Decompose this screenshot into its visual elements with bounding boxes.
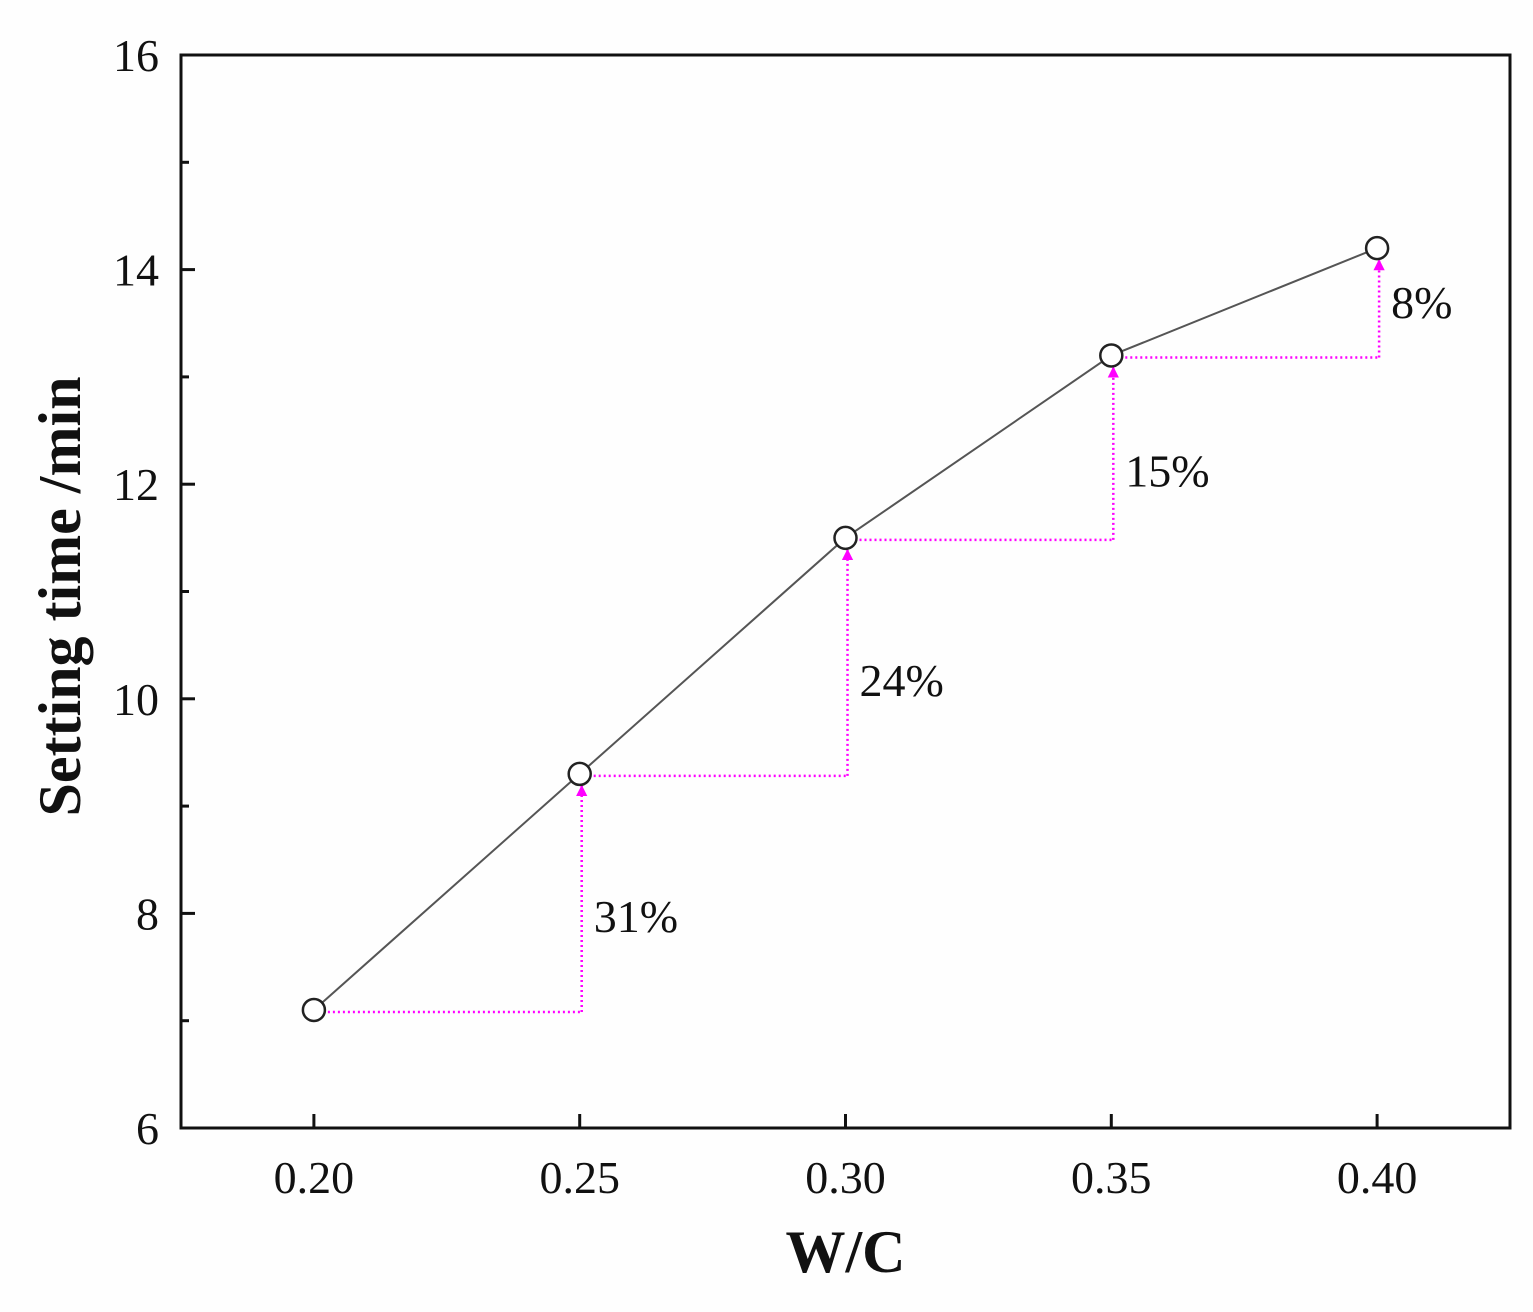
percent-label: 31% [594, 891, 678, 942]
x-axis-title: W/C [786, 1219, 906, 1285]
y-tick-label: 6 [136, 1103, 159, 1154]
axes [179, 53, 1512, 1130]
data-point [301, 997, 327, 1023]
x-tick-label: 0.20 [274, 1152, 355, 1203]
y-axis-title: Setting time /min [27, 377, 93, 817]
series-line [313, 247, 1378, 1011]
percent-label: 24% [860, 655, 944, 706]
data-series [301, 235, 1390, 1023]
data-point [833, 525, 858, 551]
y-tick-label: 8 [136, 888, 159, 939]
tick-labels: 0.20 0.25 0.30 0.35 0.40 6 8 10 12 14 16 [113, 30, 1417, 1203]
y-tick-label: 16 [113, 30, 159, 81]
increase-annotations: 31% 24% 15% 8% [327, 259, 1452, 1014]
y-tick-label: 14 [113, 245, 159, 296]
data-point [567, 761, 592, 787]
y-tick-label: 10 [113, 674, 159, 725]
percent-label: 8% [1391, 277, 1452, 328]
x-tick-label: 0.40 [1337, 1152, 1418, 1203]
y-tick-label: 12 [113, 459, 159, 510]
percent-label: 15% [1125, 446, 1209, 497]
x-tick-label: 0.35 [1071, 1152, 1152, 1203]
x-tick-label: 0.30 [805, 1152, 886, 1203]
data-point [1364, 235, 1390, 261]
data-point [1099, 343, 1124, 368]
x-tick-label: 0.25 [539, 1152, 620, 1203]
plot-frame [179, 53, 1512, 1130]
